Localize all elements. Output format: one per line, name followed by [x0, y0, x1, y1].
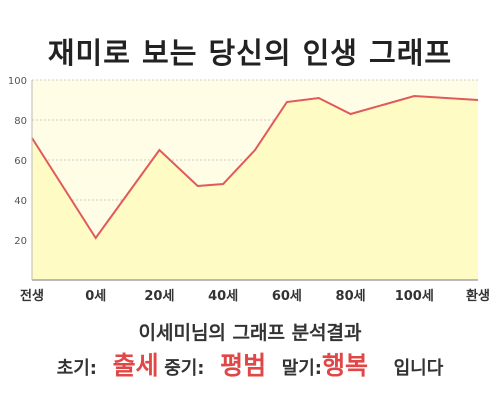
y-tick-label: 40: [14, 196, 27, 207]
x-tick-label: 60세: [272, 289, 302, 304]
x-tick-label: 0세: [85, 289, 106, 304]
x-tick-label: 40세: [208, 289, 238, 304]
result-heading: 이세미님의 그래프 분석결과: [138, 322, 362, 344]
x-tick-label: 전생: [20, 288, 44, 304]
y-tick-labels: 20 40 60 80 100: [8, 76, 27, 247]
y-tick-label: 80: [14, 116, 27, 127]
late-label: 말기:: [281, 358, 323, 379]
chart-title: 재미로 보는 당신의 인생 그래프: [47, 36, 453, 70]
x-tick-label: 80세: [336, 289, 366, 304]
late-value: 행복: [322, 351, 369, 380]
y-tick-label: 100: [8, 76, 27, 87]
y-tick-label: 60: [14, 156, 27, 167]
mid-label: 중기:: [164, 358, 205, 379]
mid-value: 평범: [220, 351, 267, 380]
area-fill: [32, 96, 478, 280]
x-tick-label: 20세: [144, 289, 174, 304]
result-summary: 초기: 출세 중기: 평범 말기:행복 입니다: [0, 346, 500, 382]
y-tick-label: 20: [14, 236, 27, 247]
early-value: 출세: [112, 351, 159, 380]
life-graph-chart: 20 40 60 80 100 전생 0세 20세 40세 60세 80세 100세 환생: [8, 76, 490, 304]
x-tick-label: 100세: [395, 289, 434, 304]
x-tick-label: 환생: [466, 288, 490, 304]
series-line: [31, 94, 479, 240]
ending-text: 입니다: [393, 358, 444, 379]
early-label: 초기:: [56, 358, 98, 379]
x-tick-labels: 전생 0세 20세 40세 60세 80세 100세 환생: [20, 288, 490, 304]
